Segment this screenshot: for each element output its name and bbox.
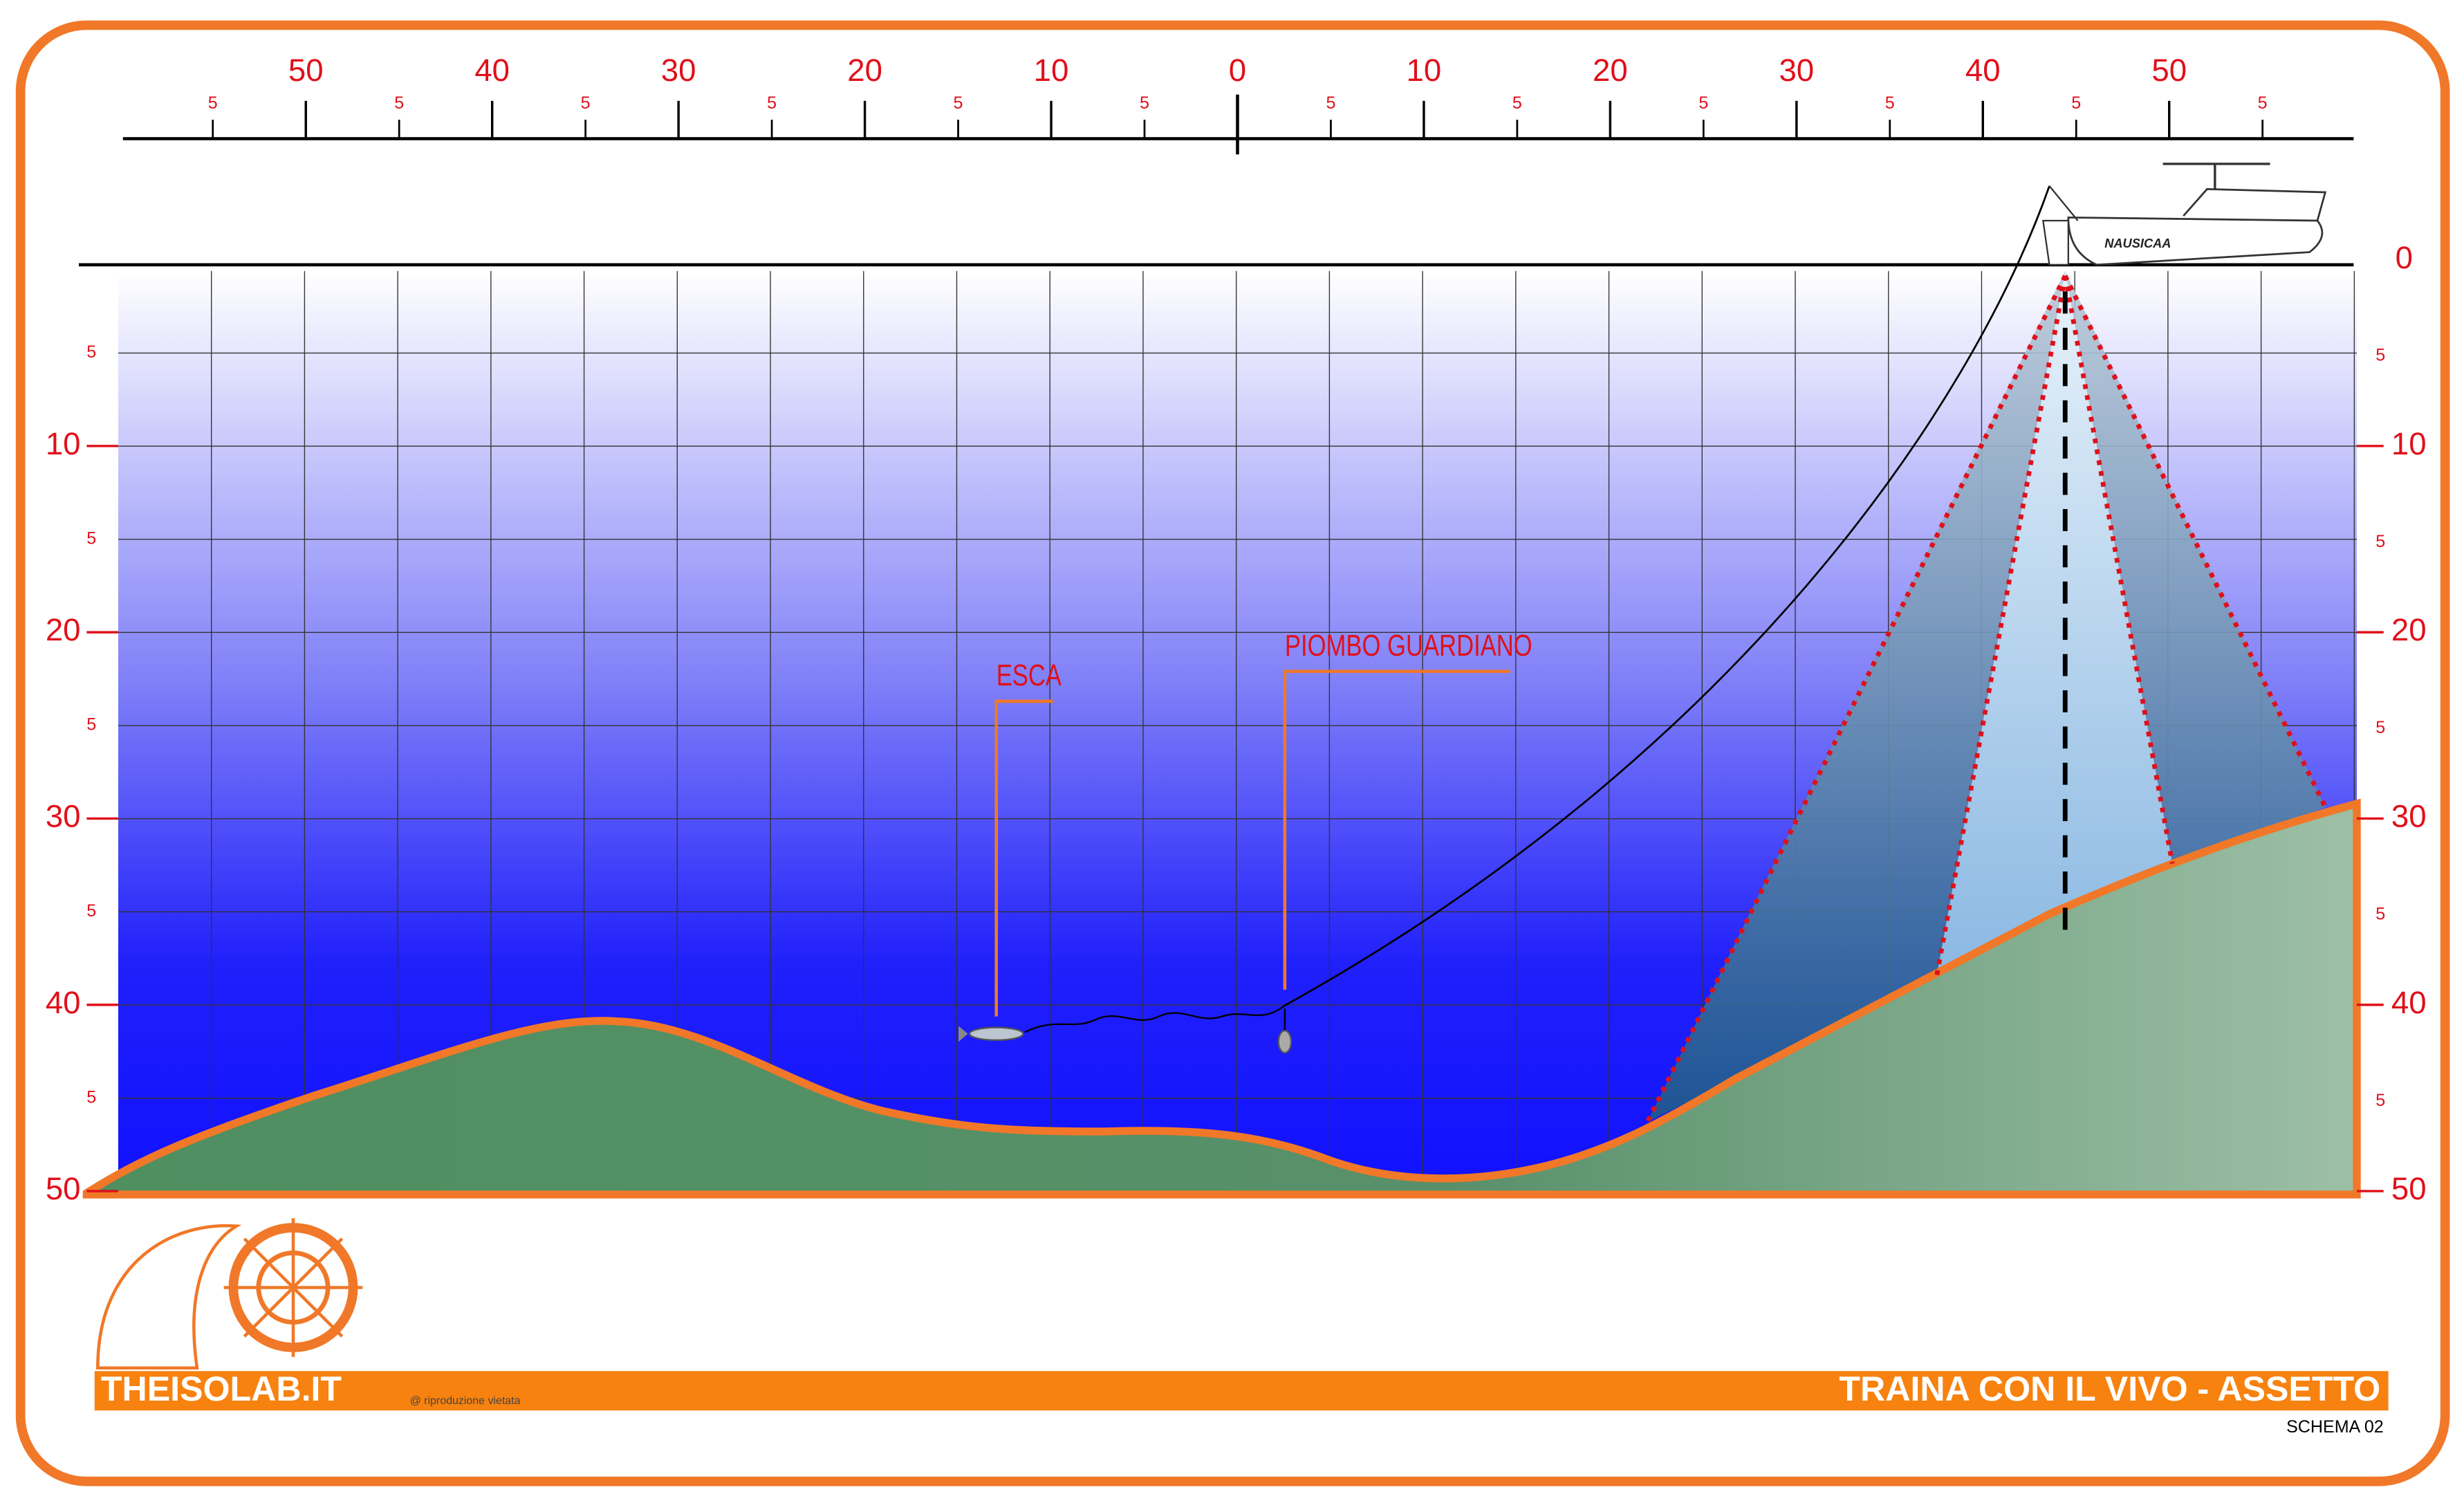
- depth-label-left: 40: [46, 985, 81, 1020]
- boat-name: NAUSICAA: [2104, 236, 2171, 250]
- fish-tail: [958, 1026, 968, 1042]
- top-major-label: 20: [847, 53, 882, 88]
- sinker-callout: [1283, 670, 1510, 990]
- depth-label-left: 50: [46, 1171, 81, 1206]
- top-major-label: 30: [1779, 53, 1814, 88]
- footer-bar: [94, 1371, 2389, 1411]
- top-major-label: 40: [1965, 53, 2001, 88]
- top-minor-label: 5: [2258, 93, 2268, 113]
- fishing-line: [1284, 185, 2050, 1006]
- top-minor-label: 5: [2071, 93, 2081, 113]
- depth-label-left: 20: [46, 612, 81, 647]
- top-minor-label: 5: [1698, 93, 1708, 113]
- bait-callout: [994, 699, 1053, 1017]
- top-minor-label: 5: [1140, 93, 1149, 113]
- depth-minor-left: 5: [86, 342, 96, 362]
- top-major-label: 50: [2151, 53, 2187, 88]
- top-major-label: 10: [1034, 53, 1069, 88]
- top-major-label: 10: [1407, 53, 1442, 88]
- brand: THEISOLAB.IT: [101, 1370, 342, 1408]
- top-major-label: 40: [474, 53, 510, 88]
- seabed: [82, 798, 2361, 1199]
- sonar-beam: [1936, 270, 2173, 981]
- leader: [1024, 1004, 1286, 1033]
- top-minor-label: 5: [1512, 93, 1522, 113]
- top-major-label: 20: [1593, 53, 1628, 88]
- sinker: [1277, 1029, 1293, 1054]
- depth-minor-left: 5: [86, 528, 96, 548]
- bait-fish: [968, 1026, 1024, 1041]
- bait-label: ESCA: [997, 660, 1062, 692]
- depth-minor-left: 5: [86, 715, 96, 735]
- top-minor-label: 5: [767, 93, 777, 113]
- schema-label: SCHEMA 02: [2286, 1417, 2384, 1437]
- diagram-title: TRAINA CON IL VIVO - ASSETTO: [1839, 1370, 2380, 1408]
- depth-label-right: 40: [2391, 985, 2427, 1020]
- top-minor-label: 5: [1885, 93, 1895, 113]
- top-minor-label: 5: [394, 93, 404, 113]
- copyright: @ riproduzione vietata: [410, 1395, 521, 1407]
- depth-minor-right: 5: [2375, 346, 2385, 365]
- depth-surface-label: 0: [2396, 240, 2413, 275]
- top-minor-label: 5: [954, 93, 963, 113]
- top-major-label: 30: [661, 53, 696, 88]
- depth-minor-right: 5: [2375, 718, 2385, 737]
- depth-label-right: 20: [2391, 612, 2427, 647]
- top-major-label: 50: [288, 53, 324, 88]
- depth-label-right: 10: [2391, 426, 2427, 461]
- depth-label-left: 30: [46, 798, 81, 833]
- top-minor-label: 5: [581, 93, 591, 113]
- depth-minor-right: 5: [2375, 1091, 2385, 1110]
- depth-label-right: 30: [2391, 798, 2427, 833]
- depth-minor-left: 5: [86, 901, 96, 921]
- top-major-label: 0: [1229, 53, 1246, 88]
- top-minor-label: 5: [1326, 93, 1335, 113]
- sinker-label: PIOMBO GUARDIANO: [1285, 629, 1532, 662]
- depth-minor-left: 5: [86, 1087, 96, 1107]
- depth-label-left: 10: [46, 426, 81, 461]
- logo: [96, 1218, 363, 1370]
- depth-minor-right: 5: [2375, 905, 2385, 924]
- boat: NAUSICAA: [2042, 163, 2327, 266]
- depth-minor-right: 5: [2375, 532, 2385, 551]
- top-minor-label: 5: [208, 93, 218, 113]
- depth-label-right: 50: [2391, 1171, 2427, 1206]
- sonar-cone: [1647, 270, 2326, 1123]
